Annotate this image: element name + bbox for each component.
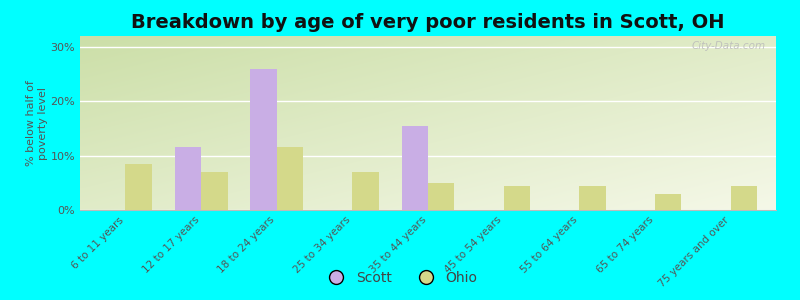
Bar — [126, 164, 152, 210]
Bar — [250, 69, 277, 210]
Bar — [352, 172, 379, 210]
Legend: Scott, Ohio: Scott, Ohio — [317, 265, 483, 290]
Text: City-Data.com: City-Data.com — [691, 41, 766, 51]
Bar — [174, 148, 201, 210]
Bar — [504, 185, 530, 210]
Y-axis label: % below half of
poverty level: % below half of poverty level — [26, 80, 48, 166]
Title: Breakdown by age of very poor residents in Scott, OH: Breakdown by age of very poor residents … — [131, 13, 725, 32]
Bar — [402, 126, 428, 210]
Bar — [201, 172, 227, 210]
Bar — [655, 194, 682, 210]
Bar — [277, 148, 303, 210]
Bar — [579, 185, 606, 210]
Bar — [428, 183, 454, 210]
Bar — [730, 185, 757, 210]
